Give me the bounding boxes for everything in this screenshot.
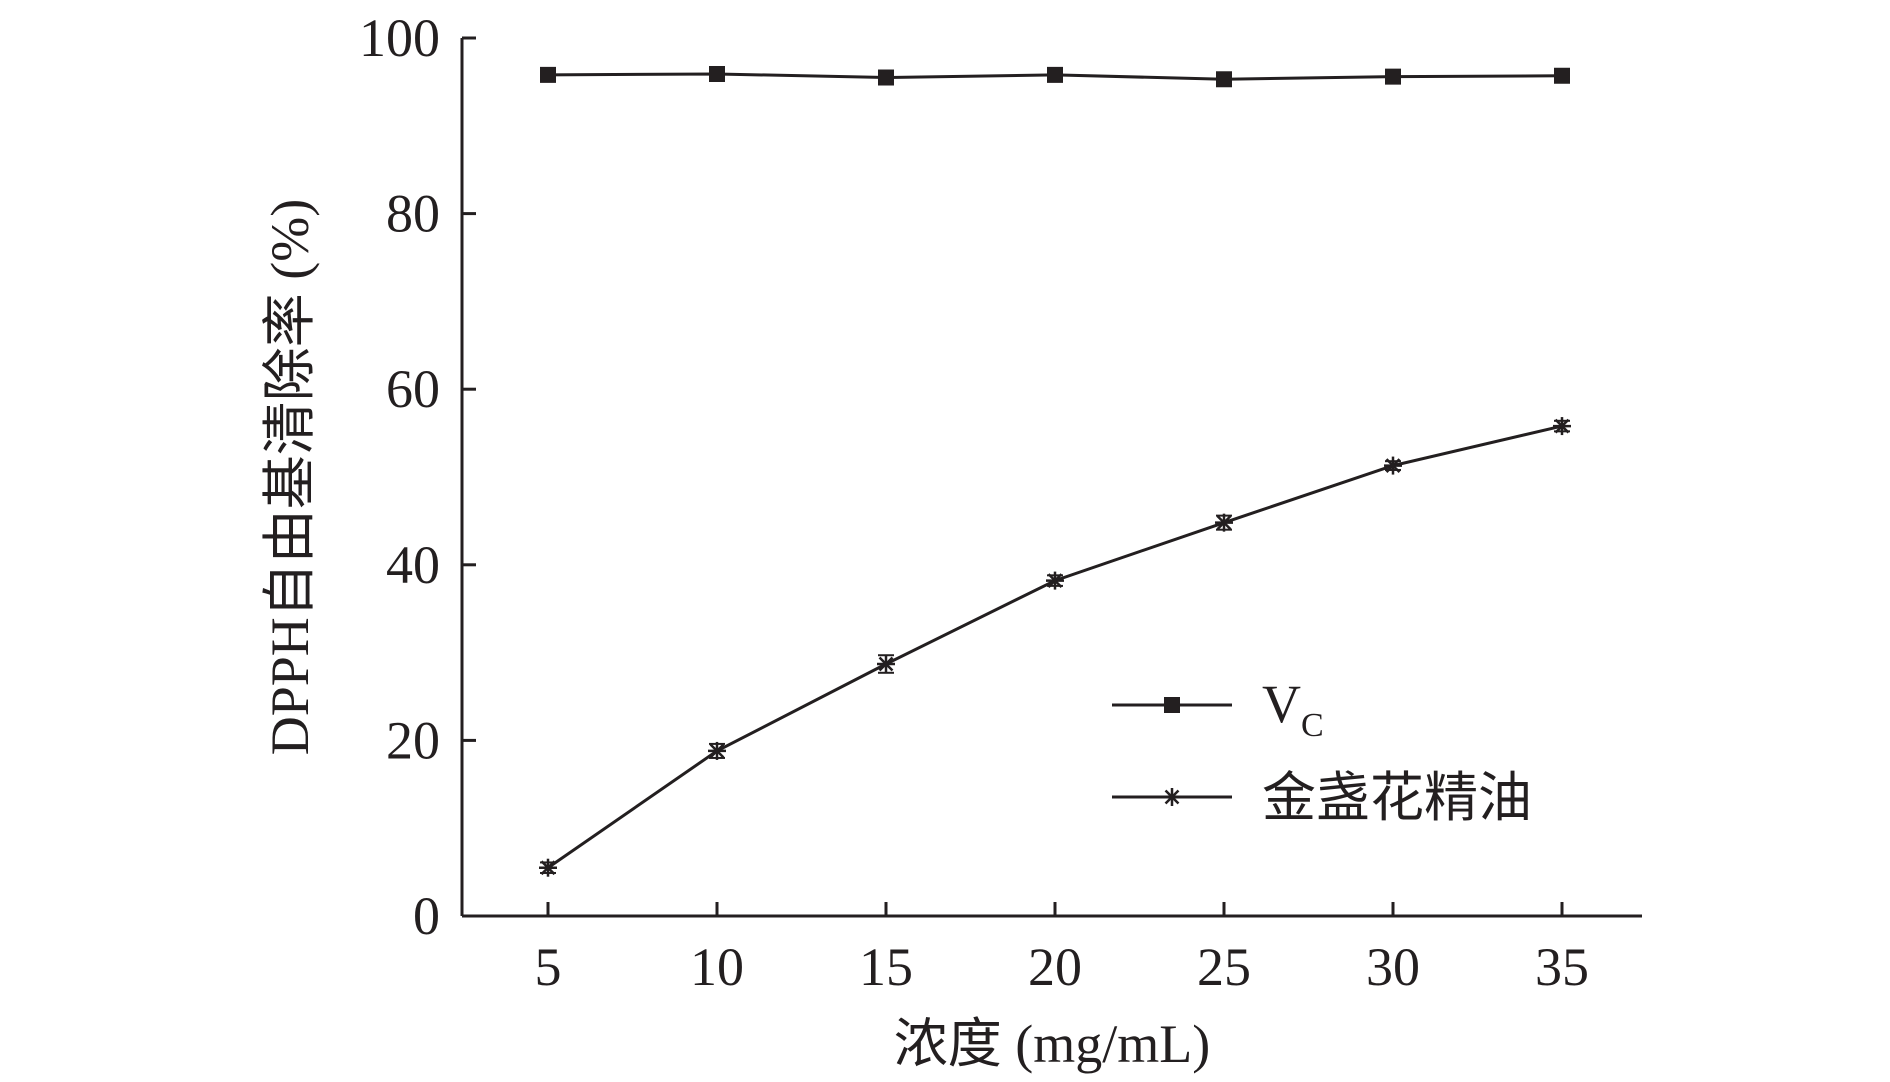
x-tick-label-5: 5 <box>535 937 562 997</box>
legend-marker-calendula <box>1163 788 1181 806</box>
point-vc-15 <box>878 69 894 86</box>
point-vc-20 <box>1047 66 1063 83</box>
point-vc-30 <box>1385 68 1401 85</box>
y-tick-label-0: 0 <box>413 886 440 946</box>
legend-label-vc: VC <box>1262 674 1324 744</box>
point-calendula-20 <box>1046 571 1064 590</box>
y-tick-label-20: 20 <box>386 710 440 770</box>
point-calendula-25 <box>1215 513 1233 532</box>
axes <box>460 38 1642 918</box>
legend-star-shape <box>1163 788 1181 806</box>
x-tick-label-20: 20 <box>1028 937 1082 997</box>
point-calendula-35 <box>1553 417 1571 436</box>
point-calendula-30 <box>1384 456 1402 475</box>
legend-label-vc-main: V <box>1262 674 1301 734</box>
y-axis-title: DPPH自由基清除率 (%) <box>260 199 320 756</box>
y-tick-label-80: 80 <box>386 184 440 244</box>
x-tick-label-35: 35 <box>1535 937 1589 997</box>
point-vc-35 <box>1554 67 1570 84</box>
point-calendula-10 <box>708 741 726 760</box>
point-calendula-5 <box>539 858 557 877</box>
y-tick-label-60: 60 <box>386 359 440 419</box>
x-tick-label-30: 30 <box>1366 937 1420 997</box>
point-vc-25 <box>1216 71 1232 88</box>
legend-marker-vc <box>1164 697 1180 713</box>
legend-label-calendula: 金盏花精油 <box>1262 768 1532 828</box>
x-tick-label-25: 25 <box>1197 937 1251 997</box>
x-tick-label-10: 10 <box>690 937 744 997</box>
point-vc-10 <box>709 65 725 82</box>
legend: VC 金盏花精油 <box>1112 674 1532 828</box>
point-vc-5 <box>540 66 556 83</box>
x-ticks: 5 10 15 20 25 30 35 <box>535 902 1589 997</box>
y-tick-label-100: 100 <box>359 8 440 68</box>
x-axis-title: 浓度 (mg/mL) <box>894 1014 1210 1074</box>
point-calendula-15 <box>877 655 895 674</box>
y-ticks: 0 20 40 60 80 100 <box>359 8 476 946</box>
x-tick-label-15: 15 <box>859 937 913 997</box>
y-tick-label-40: 40 <box>386 535 440 595</box>
series-group <box>539 65 1571 877</box>
legend-label-vc-sub: C <box>1301 707 1324 744</box>
